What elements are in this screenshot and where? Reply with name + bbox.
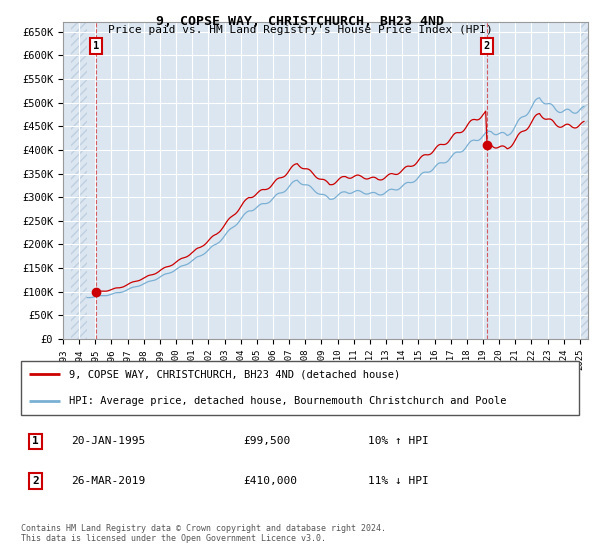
Text: HPI: Average price, detached house, Bournemouth Christchurch and Poole: HPI: Average price, detached house, Bour…	[69, 396, 506, 407]
Text: 2: 2	[484, 41, 490, 51]
Text: 9, COPSE WAY, CHRISTCHURCH, BH23 4ND: 9, COPSE WAY, CHRISTCHURCH, BH23 4ND	[156, 15, 444, 28]
Text: £99,500: £99,500	[244, 436, 291, 446]
Text: 9, COPSE WAY, CHRISTCHURCH, BH23 4ND (detached house): 9, COPSE WAY, CHRISTCHURCH, BH23 4ND (de…	[69, 369, 400, 379]
Text: Price paid vs. HM Land Registry's House Price Index (HPI): Price paid vs. HM Land Registry's House …	[107, 25, 493, 35]
Text: 11% ↓ HPI: 11% ↓ HPI	[368, 476, 428, 486]
Text: £410,000: £410,000	[244, 476, 298, 486]
Text: 20-JAN-1995: 20-JAN-1995	[71, 436, 146, 446]
Text: Contains HM Land Registry data © Crown copyright and database right 2024.
This d: Contains HM Land Registry data © Crown c…	[21, 524, 386, 543]
FancyBboxPatch shape	[21, 361, 579, 415]
Text: 10% ↑ HPI: 10% ↑ HPI	[368, 436, 428, 446]
Text: 2: 2	[32, 476, 39, 486]
Text: 1: 1	[32, 436, 39, 446]
Text: 1: 1	[93, 41, 99, 51]
Text: 26-MAR-2019: 26-MAR-2019	[71, 476, 146, 486]
